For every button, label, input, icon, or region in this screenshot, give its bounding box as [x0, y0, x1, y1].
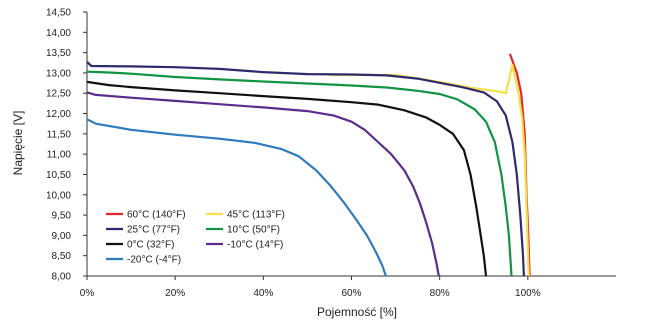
- legend-label: 45°C (113°F): [227, 210, 285, 221]
- legend-label: 10°C (50°F): [227, 225, 280, 236]
- y-tick-label: 11,00: [47, 150, 72, 161]
- y-axis-title: Napięcie [V]: [11, 111, 25, 176]
- x-tick-label: 20%: [165, 288, 185, 299]
- y-tick-label: 8,50: [52, 251, 72, 262]
- y-tick-label: 13,00: [46, 68, 71, 79]
- x-tick-label: 60%: [341, 288, 361, 299]
- x-tick-label: 100%: [515, 288, 541, 299]
- y-tick-label: 9,50: [52, 211, 72, 222]
- y-tick-label: 12,50: [46, 89, 71, 100]
- x-tick-label: 0%: [80, 288, 95, 299]
- y-tick-label: 10,50: [46, 170, 71, 181]
- series-line: [87, 119, 386, 276]
- legend: 60°C (140°F) 45°C (113°F) 25°C (77°F) 10°C …: [106, 210, 285, 266]
- legend-label: 25°C (77°F): [127, 225, 180, 236]
- y-tick-label: 12,00: [46, 109, 71, 120]
- y-tick-label: 14,00: [46, 28, 71, 39]
- x-tick-label: 40%: [253, 288, 273, 299]
- y-tick-label: 11,50: [47, 129, 72, 140]
- y-tick-label: 13,50: [46, 48, 71, 59]
- y-tick-label: 9,00: [52, 231, 72, 242]
- x-tick-label: 80%: [430, 288, 450, 299]
- legend-label: -20°C (-4°F): [127, 255, 181, 266]
- legend-label: -10°C (14°F): [227, 240, 283, 251]
- y-tick-label: 14,50: [46, 8, 71, 19]
- y-tick-label: 10,00: [46, 190, 71, 201]
- series-line: [330, 65, 529, 276]
- y-tick-label: 8,00: [52, 272, 72, 283]
- legend-label: 0°C (32°F): [127, 240, 174, 251]
- legend-label: 60°C (140°F): [127, 210, 186, 221]
- x-axis-title: Pojemność [%]: [317, 305, 397, 319]
